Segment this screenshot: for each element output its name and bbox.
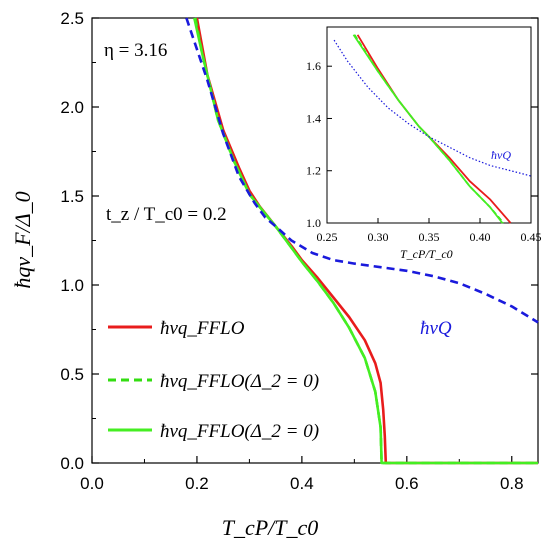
inset-series [333,34,532,224]
main-series [185,17,539,465]
y-tick-label: 0.0 [60,454,84,473]
inset-y-tick-label: 1.4 [306,111,321,125]
vq-annotation: ħvQ [420,318,452,339]
y-tick-label: 1.5 [60,187,84,206]
inset-y-tick-label: 1.0 [306,216,321,230]
inset-x-tick-label: 0.30 [368,230,389,244]
inset-x-tick-label: 0.40 [470,230,491,244]
series-line-3 [185,17,539,324]
inset-ticks: 0.25 0.30 0.35 0.40 0.45 1.0 1.2 1.4 1.6 [306,59,542,244]
y-axis-label: ħqv_F/Δ_0 [10,191,35,288]
inset-series-line-3 [333,39,532,177]
y-tick-label: 2.5 [60,9,84,28]
inset-x-tick-label: 0.35 [419,230,440,244]
series-line-0 [195,17,538,465]
x-axis-label: T_cP/T_c0 [222,515,319,540]
tz-annotation: t_z / T_c0 = 0.2 [106,204,227,225]
x-tick-label: 0.8 [500,474,524,493]
x-tick-label: 0.2 [185,474,209,493]
x-tick-label: 0.4 [290,474,314,493]
legend: ħvq_FFLO ħvq_FFLO(Δ_2 = 0) ħvq_FFLO(Δ_2 = … [108,318,319,442]
eta-annotation: η = 3.16 [104,40,167,61]
x-tick-label: 0.6 [395,474,419,493]
inset-x-tick-label: 0.25 [317,230,338,244]
legend-label-1: ħvq_FFLO(Δ_2 = 0) [160,371,319,392]
inset-vq-label: ħvQ [491,148,511,162]
inset-y-tick-label: 1.2 [306,164,321,178]
legend-label-0: ħvq_FFLO [160,318,245,339]
inset-x-axis-label: T_cP/T_c0 [400,247,453,261]
inset-x-tick-label: 0.45 [521,230,542,244]
inset-y-tick-label: 1.6 [306,59,321,73]
y-tick-label: 2.0 [60,98,84,117]
legend-label-2: ħvq_FFLO(Δ_2 = 0) [160,421,319,442]
inset-frame [326,26,532,224]
y-tick-label: 1.0 [60,276,84,295]
x-tick-label: 0.0 [80,474,104,493]
y-tick-label: 0.5 [60,365,84,384]
